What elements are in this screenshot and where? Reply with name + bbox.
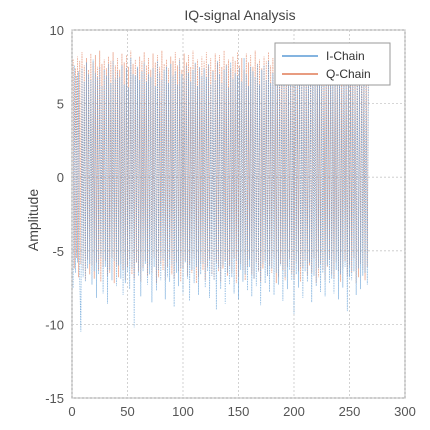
y-tick-label-2: -5	[52, 244, 64, 259]
y-axis-title: Amplitude	[25, 189, 41, 251]
legend: I-Chain Q-Chain	[274, 42, 391, 86]
x-tick-label-1: 50	[120, 404, 134, 419]
y-tick-label-0: -15	[45, 391, 64, 406]
y-tick-label-5: 10	[50, 23, 64, 38]
legend-box	[274, 42, 391, 86]
x-tick-label-0: 0	[68, 404, 75, 419]
series-lines	[72, 50, 369, 332]
y-tick-label-4: 5	[57, 97, 64, 112]
x-tick-label-2: 100	[172, 404, 194, 419]
tick-labels: 0 50 100 150 200 250 300 -15 -10 -5 0 5 10	[45, 23, 416, 419]
series-line-i-chain	[72, 57, 369, 332]
legend-label-q-chain: Q-Chain	[326, 67, 371, 81]
x-tick-label-3: 150	[228, 404, 250, 419]
y-tick-label-1: -10	[45, 317, 64, 332]
y-tick-label-3: 0	[57, 170, 64, 185]
legend-label-i-chain: I-Chain	[326, 49, 365, 63]
x-tick-label-5: 250	[339, 404, 361, 419]
chart-title: IQ-signal Analysis	[184, 7, 295, 23]
x-tick-label-6: 300	[394, 404, 416, 419]
x-tick-label-4: 200	[283, 404, 305, 419]
